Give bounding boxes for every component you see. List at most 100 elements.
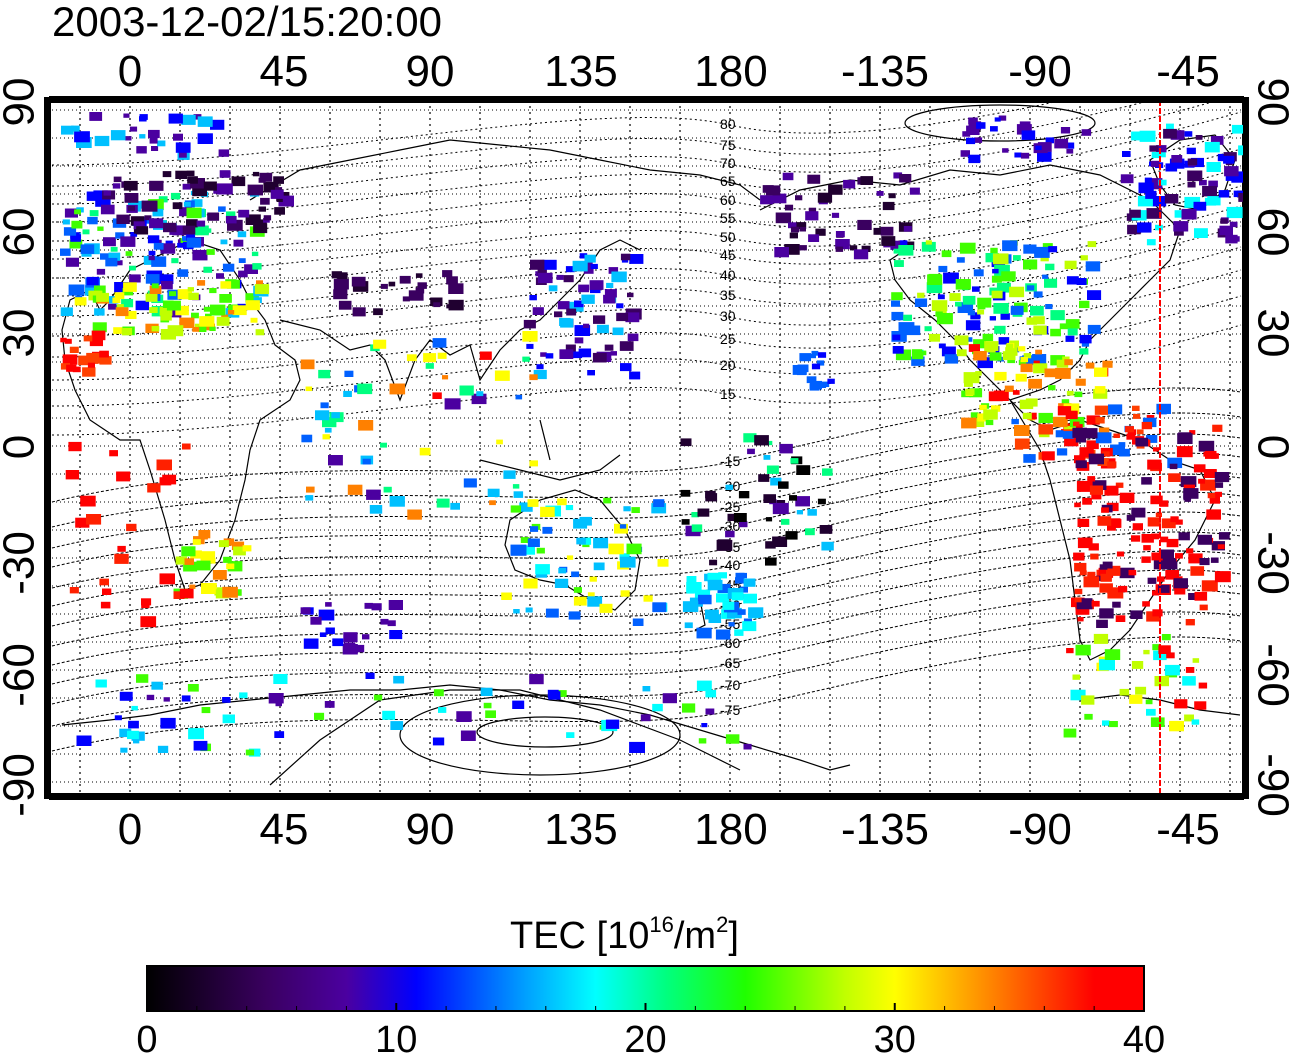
tec-patch [76,735,92,746]
tec-patch [1150,717,1165,727]
tec-patch [116,214,130,224]
tec-patch [1023,454,1036,463]
tec-patch [393,675,405,684]
tec-patch [748,607,764,618]
tec-patch [165,240,173,246]
tec-patch [1037,151,1052,162]
tec-patch [1200,479,1216,491]
tec-patch [640,714,651,722]
tec-patch [227,279,240,289]
tec-patch [955,301,962,307]
tec-patch [1186,147,1196,155]
tec-patch [811,363,821,370]
tec-patch [589,576,597,582]
tec-patch [643,595,653,602]
tec-patch [727,607,742,619]
tec-patch [1166,652,1175,659]
tec-patch [60,337,67,343]
tec-patch [956,349,967,357]
axis-tick-label: -90 [1008,805,1072,854]
tec-patch [545,353,554,359]
tec-patch [347,484,363,495]
tec-patch [1151,533,1160,540]
tec-patch [540,352,547,357]
tec-patch [1207,493,1216,499]
tec-patch [99,356,112,365]
tec-patch [1096,619,1108,628]
tec-patch [146,694,155,701]
tec-patch [1157,576,1165,582]
tec-patch [765,557,777,566]
contour-label: 70 [720,155,736,171]
axis-tick-label: 30 [0,309,44,358]
tec-patch [831,212,840,218]
tec-patch [547,689,559,698]
tec-patch [540,506,555,517]
tec-patch [990,126,998,132]
tec-patch [1178,432,1191,442]
tec-patch [188,292,199,300]
tec-patch [1165,557,1177,566]
tec-patch [87,216,98,225]
tec-patch [584,254,596,263]
tec-patch [362,634,370,640]
tec-patch [1054,138,1069,149]
tec-patch [344,370,354,377]
tec-patch [772,502,789,515]
tec-patch [226,563,235,570]
tec-patch [1141,556,1151,563]
tec-patch [743,578,756,587]
tec-patch [245,300,260,311]
tec-patch [989,352,1002,361]
colorbar-tick-label: 30 [874,1019,916,1057]
tec-patch [322,417,337,428]
tec-patch [811,350,819,356]
tec-patch [523,578,538,589]
tec-patch [975,371,982,376]
tec-patch [1182,676,1196,686]
tec-patch [739,586,748,593]
map-left-axis-bar [44,97,50,799]
tec-patch [1212,424,1223,432]
tec-patch [1109,721,1118,728]
tec-patch [444,398,461,410]
tec-patch [529,674,544,685]
tec-patch [1173,221,1189,232]
tec-patch [263,181,279,193]
tec-patch [189,584,196,589]
tec-patch [1066,148,1074,154]
tec-patch [1093,388,1108,399]
tec-patch [1131,507,1146,518]
tec-patch [1074,562,1087,572]
tec-patch [725,734,740,744]
contour-label: -15 [720,453,740,469]
tec-patch [68,284,85,296]
tec-patch [763,455,771,460]
tec-patch [68,441,82,452]
tec-patch [432,392,442,399]
tec-patch [1004,385,1014,392]
tec-patch [954,335,969,346]
tec-patch [686,587,695,594]
tec-patch [471,393,487,405]
tec-patch [1082,497,1092,505]
tec-patch [260,197,270,205]
tec-patch [82,367,96,377]
tec-patch [1099,659,1115,671]
tec-patch [62,354,78,365]
tec-patch [698,594,712,605]
tec-patch [310,616,322,625]
tec-patch [160,717,176,729]
tec-patch [136,146,147,154]
tec-patch [192,249,208,261]
tec-patch [186,237,202,248]
tec-patch [698,738,707,744]
tec-patch [1067,328,1078,336]
tec-patch [1026,317,1038,325]
tec-patch [739,521,748,528]
tec-patch [955,279,971,290]
tec-patch [979,404,987,411]
tec-patch [941,346,956,357]
tec-patch [991,290,1003,299]
tec-patch [181,695,191,702]
